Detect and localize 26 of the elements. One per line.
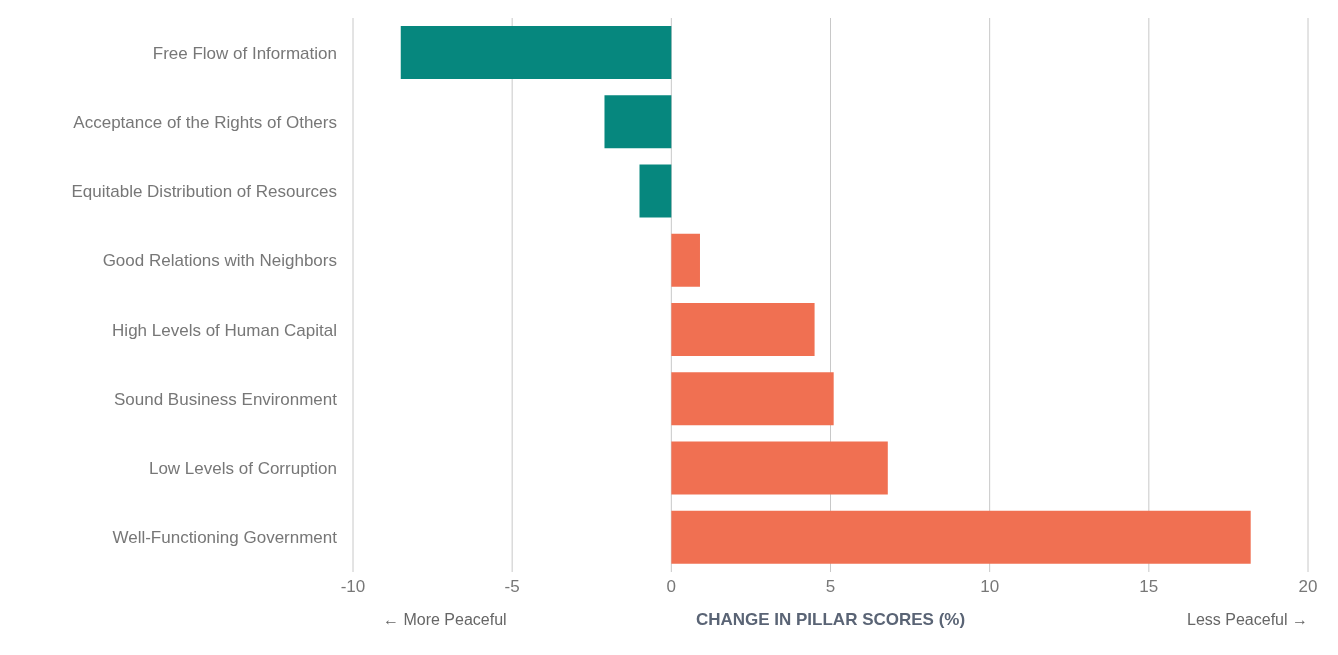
x-tick-label: 5 (825, 577, 836, 597)
y-tick-label: Good Relations with Neighbors (102, 251, 337, 271)
x-tick-label: 0 (666, 577, 677, 597)
text: ← More Peaceful (383, 611, 507, 629)
bar (671, 372, 834, 426)
y-tick-label: Sound Business Environment (113, 389, 338, 409)
x-tick-label: 15 (1139, 577, 1159, 597)
bar (671, 510, 1251, 564)
y-tick-label: Well-Functioning Government (112, 528, 338, 548)
bar (671, 233, 700, 287)
y-tick-label: High Levels of Human Capital (112, 320, 337, 340)
bar (604, 95, 672, 149)
bar (671, 303, 815, 356)
x-tick-label: 20 (1298, 577, 1318, 597)
x-tick-label: -10 (340, 577, 366, 597)
x-tick-label: 10 (980, 577, 1000, 597)
y-tick-label: Acceptance of the Rights of Others (73, 112, 337, 132)
bar (400, 26, 672, 79)
bar (639, 164, 672, 218)
y-tick-label: Low Levels of Corruption (148, 459, 337, 479)
bar (671, 441, 888, 495)
text: Less Peaceful → (1187, 611, 1308, 629)
x-tick-label: -5 (504, 577, 520, 597)
y-tick-label: Equitable Distribution of Resources (71, 182, 337, 202)
y-tick-label: Free Flow of Information (152, 43, 337, 63)
x-axis-title: CHANGE IN PILLAR SCORES (%) (695, 610, 966, 629)
